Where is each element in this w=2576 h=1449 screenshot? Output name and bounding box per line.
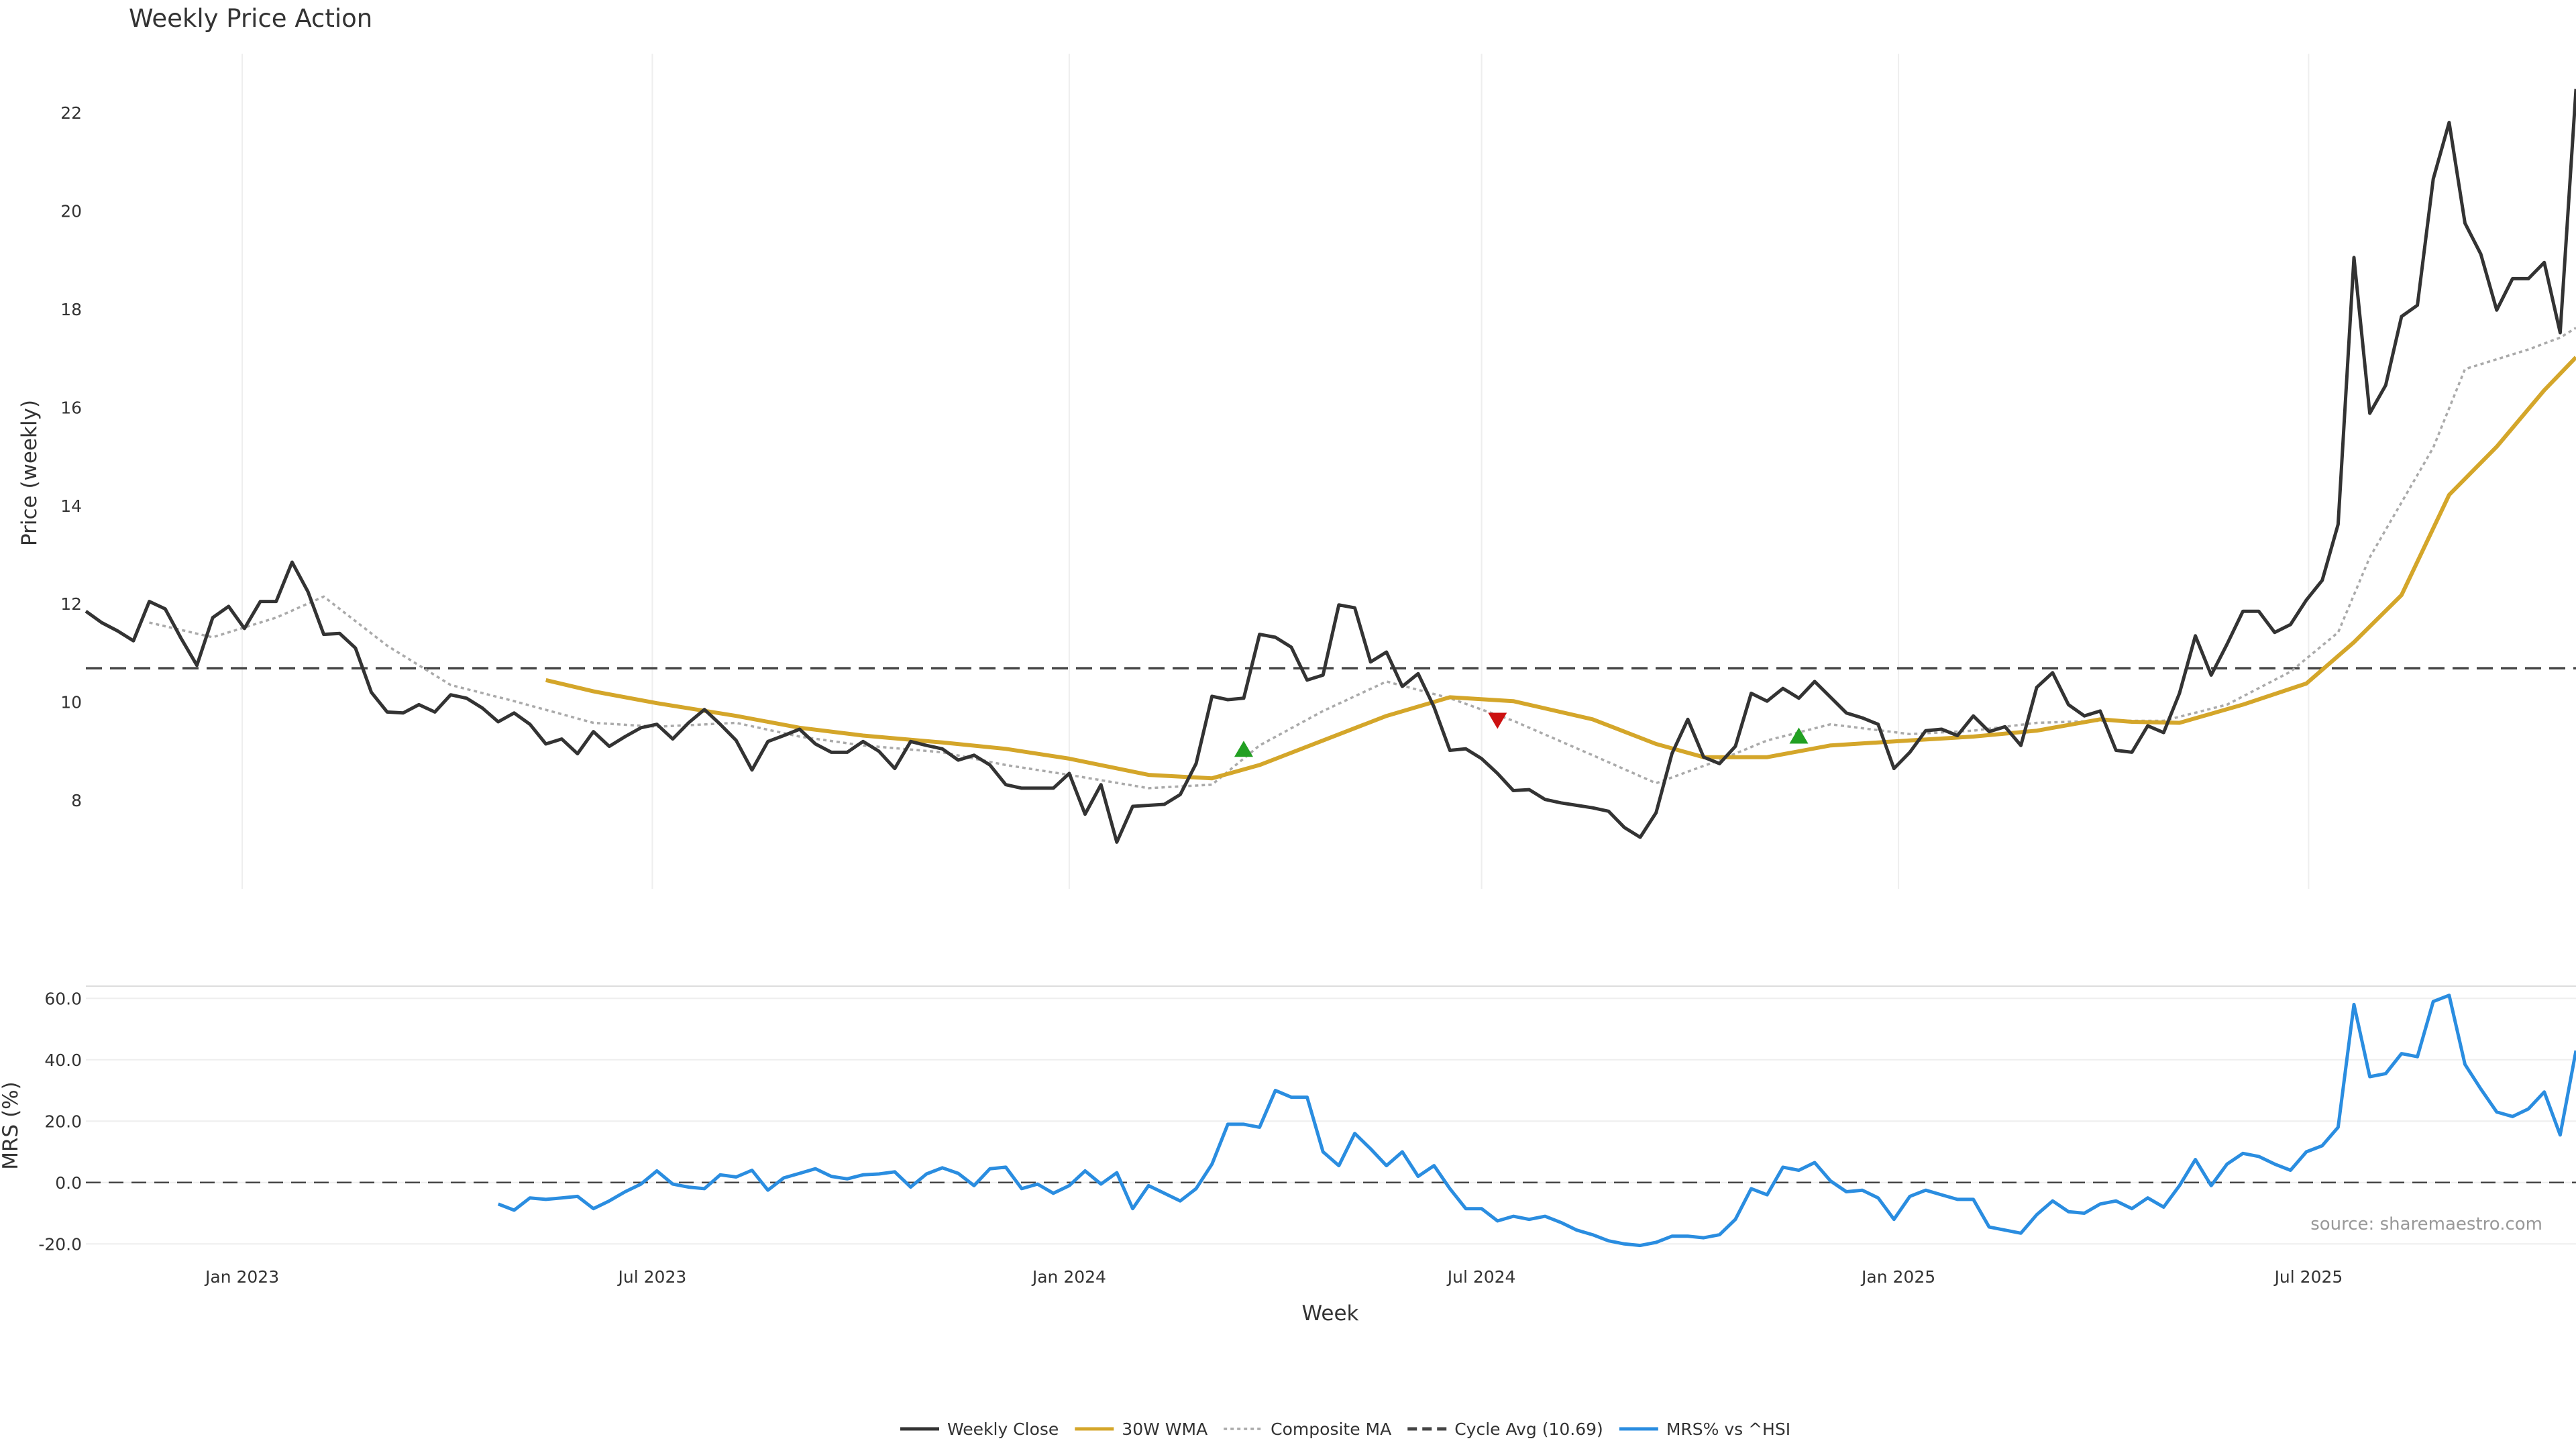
price-y-tick-label: 16 xyxy=(60,398,82,417)
legend-label: Weekly Close xyxy=(947,1419,1059,1439)
x-tick-label: Jul 2024 xyxy=(1446,1267,1516,1287)
x-tick-label: Jul 2025 xyxy=(2273,1267,2343,1287)
sell-signal-marker xyxy=(1488,712,1507,729)
legend-label: 30W WMA xyxy=(1122,1419,1208,1439)
chart-title: Weekly Price Action xyxy=(129,4,372,33)
source-note: source: sharemaestro.com xyxy=(2310,1214,2542,1234)
buy-signal-marker xyxy=(1234,741,1253,757)
composite-ma-line xyxy=(149,327,2576,790)
x-tick-label: Jan 2023 xyxy=(204,1267,279,1287)
mrs-y-tick-label: 60.0 xyxy=(44,989,82,1008)
mrs-y-axis-label: MRS (%) xyxy=(0,1081,23,1169)
price-y-tick-label: 20 xyxy=(60,201,82,221)
price-y-tick-label: 10 xyxy=(60,693,82,712)
price-y-tick-label: 14 xyxy=(60,496,82,516)
buy-signal-marker xyxy=(1789,727,1809,744)
mrs-y-tick-label: 20.0 xyxy=(44,1112,82,1131)
price-y-tick-label: 8 xyxy=(71,791,82,810)
x-tick-label: Jul 2023 xyxy=(617,1267,687,1287)
price-panel: 8 10 12 14 16 18 20 22 xyxy=(60,54,2576,889)
x-axis-label: Week xyxy=(1302,1301,1359,1326)
price-y-tick-label: 22 xyxy=(60,103,82,123)
mrs-y-tick-label: 0.0 xyxy=(55,1173,82,1193)
mrs-panel: -20.0 0.0 20.0 40.0 60.0 Jan 2023 Jul 2023 Jan … xyxy=(38,985,2576,1287)
legend-label: Composite MA xyxy=(1271,1419,1391,1439)
legend: Weekly Close 30W WMA Composite MA Cycle Avg… xyxy=(900,1419,1790,1439)
weekly-close-line xyxy=(85,89,2576,844)
price-y-tick-label: 12 xyxy=(60,594,82,614)
x-tick-label: Jan 2024 xyxy=(1031,1267,1106,1287)
mrs-y-tick-label: -20.0 xyxy=(38,1234,82,1254)
wma-30w-line xyxy=(545,356,2576,781)
mrs-line xyxy=(497,994,2576,1248)
price-y-axis-label: Price (weekly) xyxy=(17,400,42,546)
mrs-y-tick-label: 40.0 xyxy=(44,1051,82,1070)
price-y-tick-label: 18 xyxy=(60,300,82,319)
legend-label: MRS% vs ^HSI xyxy=(1666,1419,1790,1439)
legend-label: Cycle Avg (10.69) xyxy=(1454,1419,1603,1439)
x-tick-label: Jan 2025 xyxy=(1860,1267,1935,1287)
